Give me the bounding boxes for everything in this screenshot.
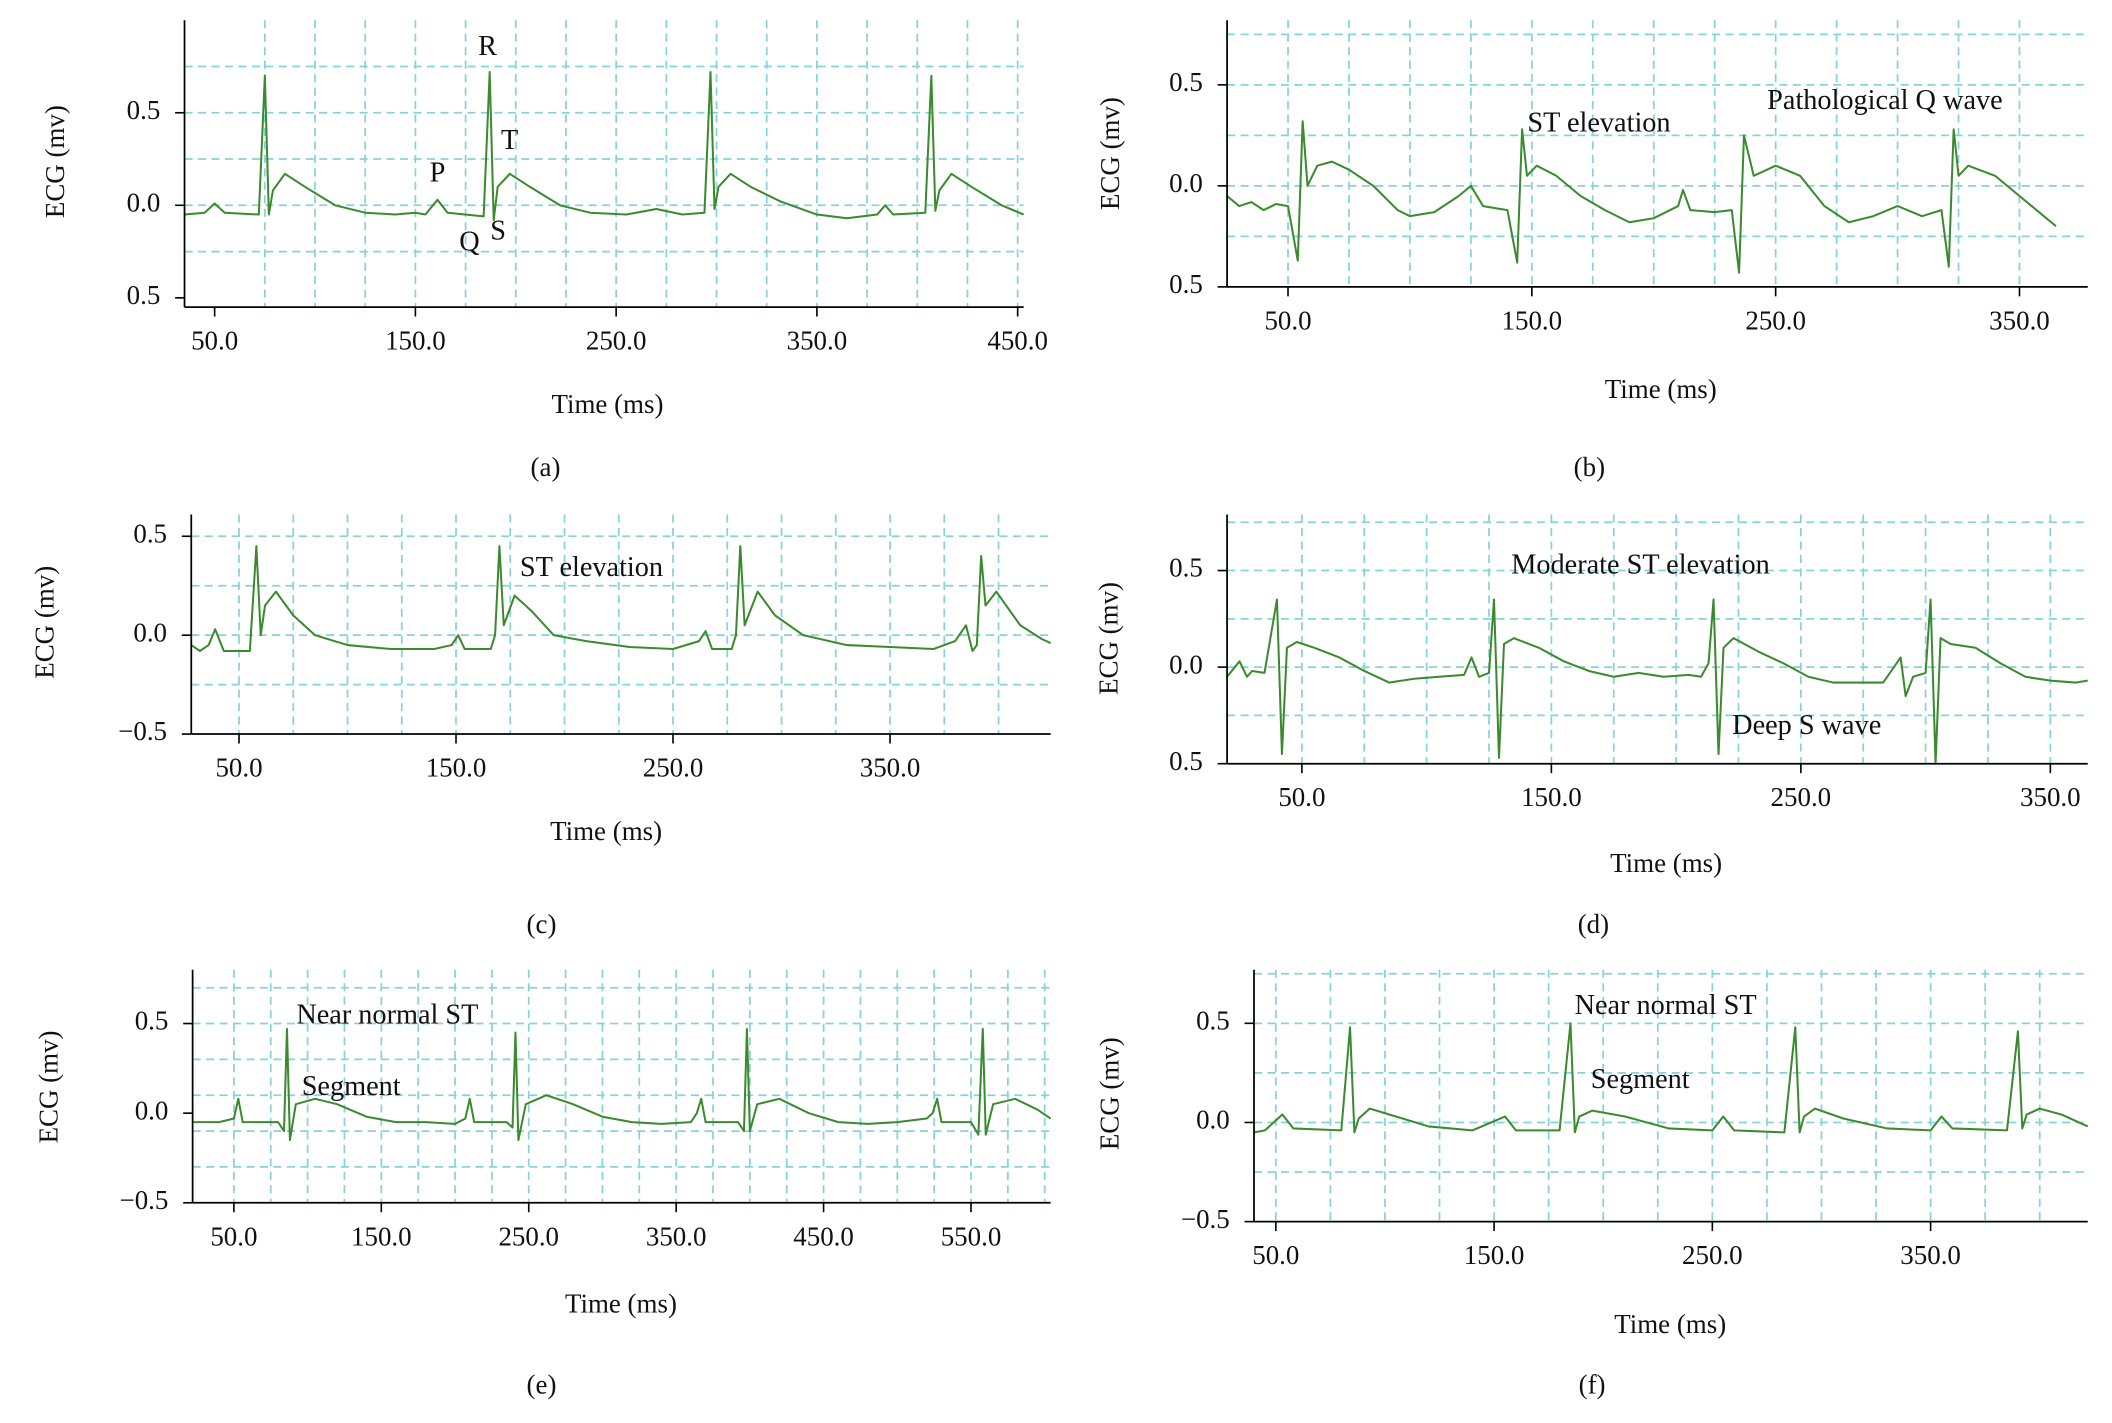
x-tick-label: 150.0	[1521, 782, 1582, 812]
annotation: Pathological Q wave	[1767, 85, 2002, 116]
panel: 50.0 150.0 250.0 350.0 −0.5 0.0 0.5 Time (ms) EC…	[29, 514, 1052, 939]
x-axis-label: Time (ms)	[550, 816, 662, 846]
annotation: R	[478, 31, 497, 62]
y-axis-label: ECG (mv)	[1095, 1037, 1125, 1150]
x-tick-label: 150.0	[351, 1221, 412, 1251]
x-tick-label: 250.0	[1771, 782, 1832, 812]
x-axis-label: Time (ms)	[565, 1289, 677, 1319]
x-tick-label: 450.0	[987, 326, 1048, 356]
x-tick-label: 450.0	[793, 1221, 854, 1251]
x-tick-label: 50.0	[215, 753, 262, 783]
annotation: Moderate ST elevation	[1511, 550, 1770, 581]
annotation: T	[501, 125, 518, 156]
annotation: Near normal ST	[296, 999, 478, 1030]
y-tick-label: −0.5	[118, 716, 167, 746]
annotation: P	[430, 158, 446, 189]
y-axis-label: ECG (mv)	[1093, 582, 1123, 695]
y-tick-label: 0.5	[133, 518, 167, 548]
x-axis-label: Time (ms)	[551, 389, 663, 419]
y-tick-label: 0.5	[1169, 269, 1203, 299]
ecg-line	[1253, 1022, 2089, 1134]
annotation: Segment	[1591, 1064, 1690, 1095]
panel-caption: (f)	[1579, 1369, 1606, 1399]
ecg-line	[1226, 598, 2088, 765]
x-tick-label: 350.0	[1989, 305, 2050, 335]
annotation: S	[490, 215, 506, 246]
y-axis-label: ECG (mv)	[1095, 97, 1125, 210]
annotation: Q	[459, 226, 479, 257]
x-tick-label: 250.0	[1745, 305, 1806, 335]
y-tick-label: −0.5	[1181, 1204, 1230, 1234]
x-tick-label: 250.0	[643, 753, 704, 783]
panel: 50.0 150.0 250.0 350.0 0.5 0.0 0.5 Time (ms) ECG…	[1095, 20, 2088, 482]
panel-caption: (e)	[527, 1369, 557, 1399]
y-tick-label: 0.5	[127, 280, 161, 310]
y-tick-label: 0.0	[127, 187, 161, 217]
y-tick-label: 0.5	[1196, 1006, 1230, 1036]
y-tick-label: 0.0	[1169, 649, 1203, 679]
annotation: ST elevation	[1527, 108, 1670, 139]
x-tick-label: 550.0	[941, 1221, 1002, 1251]
x-axis-label: Time (ms)	[1605, 374, 1717, 404]
panel-caption: (a)	[531, 452, 561, 482]
y-tick-label: 0.0	[135, 1095, 169, 1125]
ecg-line	[190, 545, 1052, 652]
annotation: Near normal ST	[1575, 990, 1757, 1021]
x-axis-label: Time (ms)	[1610, 848, 1722, 878]
panel: 50.0 150.0 250.0 350.0 −0.5 0.0 0.5 Time (ms) EC…	[1095, 969, 2089, 1399]
x-tick-label: 350.0	[1900, 1240, 1961, 1270]
x-tick-label: 250.0	[586, 326, 647, 356]
x-tick-label: 250.0	[498, 1221, 559, 1251]
ecg-line	[1226, 120, 2057, 274]
x-tick-label: 350.0	[787, 326, 848, 356]
panel-caption: (c)	[527, 909, 557, 939]
panel: 50.0 150.0 250.0 350.0 0.5 0.0 0.5 Time (ms) ECG…	[1093, 514, 2088, 939]
x-tick-label: 150.0	[385, 326, 446, 356]
x-tick-label: 350.0	[860, 753, 921, 783]
x-tick-label: 50.0	[1278, 782, 1325, 812]
x-tick-label: 50.0	[1264, 305, 1311, 335]
y-axis-label: ECG (mv)	[33, 1030, 63, 1143]
annotation: Segment	[302, 1071, 401, 1102]
annotation: ST elevation	[520, 552, 663, 583]
y-tick-label: 0.5	[1169, 67, 1203, 97]
y-tick-label: 0.0	[1196, 1105, 1230, 1135]
y-tick-label: 0.0	[133, 617, 167, 647]
ecg-line	[184, 71, 1025, 222]
x-tick-label: 250.0	[1682, 1240, 1743, 1270]
ecg-line	[192, 1027, 1052, 1142]
y-tick-label: 0.5	[1169, 746, 1203, 776]
x-axis-label: Time (ms)	[1614, 1309, 1726, 1339]
panel-caption: (b)	[1574, 452, 1605, 482]
y-axis-label: ECG (mv)	[40, 105, 70, 218]
y-tick-label: −0.5	[120, 1185, 169, 1215]
x-tick-label: 50.0	[1252, 1240, 1299, 1270]
x-tick-label: 150.0	[1502, 305, 1563, 335]
panel: 50.0 150.0 250.0 350.0 450.0 550.0 −0.5 0.0 0.5 T…	[33, 969, 1052, 1399]
annotation: Deep S wave	[1732, 710, 1881, 741]
x-tick-label: 150.0	[426, 753, 487, 783]
x-tick-label: 50.0	[191, 326, 238, 356]
x-tick-label: 350.0	[2020, 782, 2081, 812]
y-tick-label: 0.5	[135, 1006, 169, 1036]
x-tick-label: 350.0	[646, 1221, 707, 1251]
y-tick-label: 0.5	[127, 95, 161, 125]
y-tick-label: 0.5	[1169, 553, 1203, 583]
panel: 50.0 150.0 250.0 350.0 450.0 0.5 0.0 0.5 Time (m…	[40, 20, 1048, 482]
y-axis-label: ECG (mv)	[29, 566, 59, 679]
y-tick-label: 0.0	[1169, 168, 1203, 198]
panel-caption: (d)	[1578, 909, 1609, 939]
x-tick-label: 150.0	[1464, 1240, 1525, 1270]
x-tick-label: 50.0	[210, 1221, 257, 1251]
